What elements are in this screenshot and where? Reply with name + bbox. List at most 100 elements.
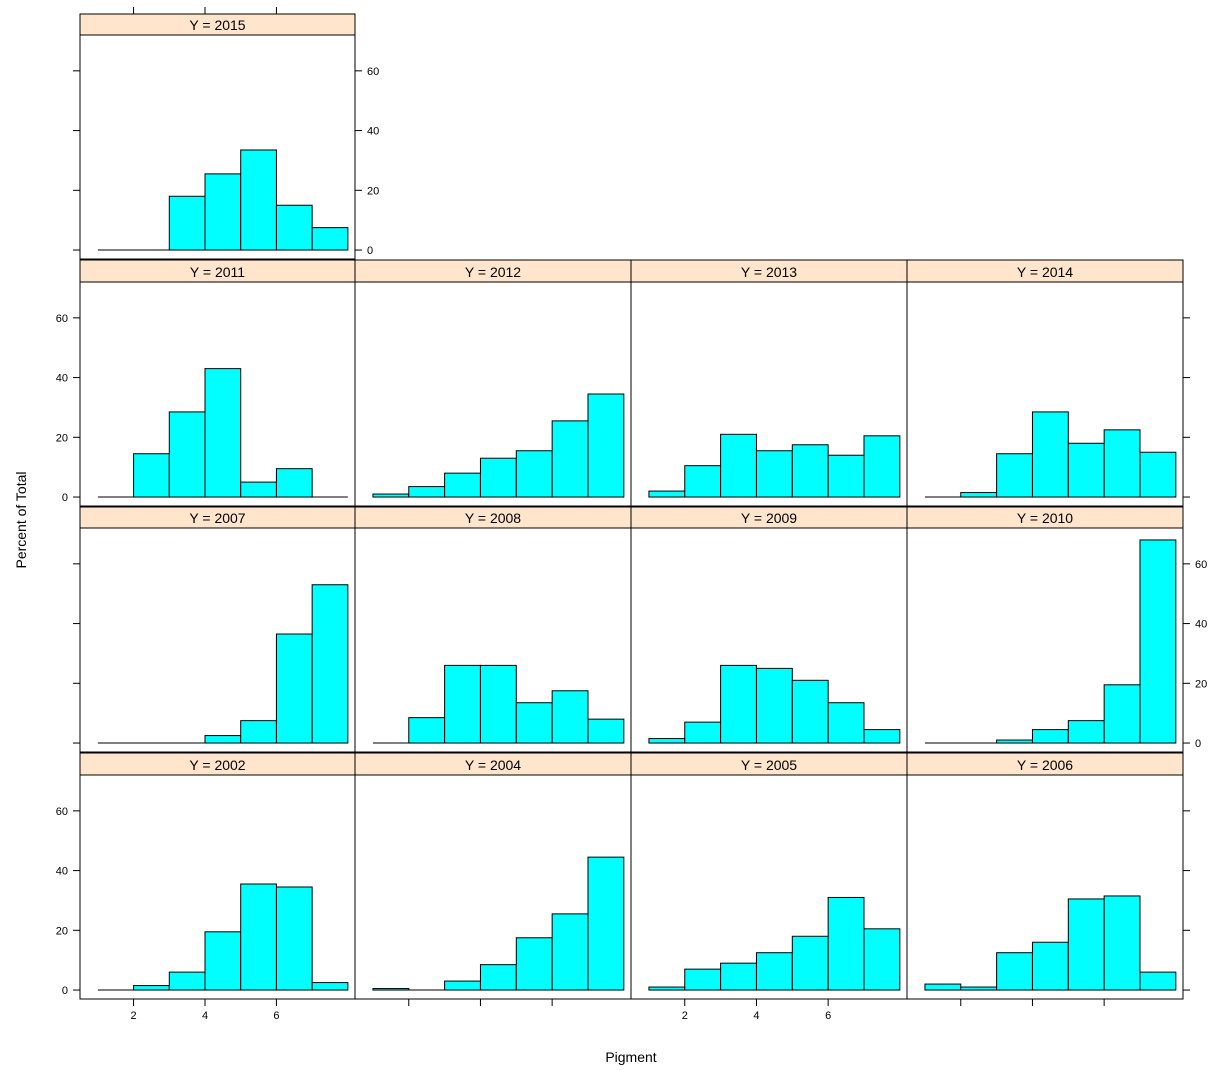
histogram-bar [1139, 451, 1177, 498]
x-tick-label: 6 [273, 1010, 279, 1022]
histogram-bar [515, 702, 553, 744]
histogram-bar [133, 453, 170, 498]
y-tick-label: 60 [56, 806, 68, 818]
histogram-bar [827, 702, 865, 744]
x-tick-label: 4 [753, 1010, 759, 1022]
y-tick-label: 20 [1195, 678, 1207, 690]
histogram-bar [275, 886, 313, 991]
histogram-bar [1103, 684, 1141, 744]
histogram-bar [551, 913, 589, 991]
panel-frame [906, 527, 1184, 753]
panel: Y = 2004 [354, 752, 632, 1006]
panel: Y = 2002 0 20 40 60 2 4 6 [56, 752, 356, 1022]
histogram-bar [648, 986, 686, 991]
panel: Y = 2012 [354, 259, 632, 507]
x-tick-label: 4 [202, 1010, 208, 1022]
histogram-bar [587, 393, 625, 498]
histogram-bar [408, 486, 446, 498]
panel-strip-label: Y = 2012 [465, 264, 521, 280]
y-tick-label: 20 [56, 432, 68, 444]
panel-strip-label: Y = 2013 [741, 264, 797, 280]
panel-strip-label: Y = 2006 [1017, 757, 1073, 773]
histogram-bar [551, 420, 589, 498]
histogram-bar [684, 465, 722, 498]
panel-strip-label: Y = 2011 [190, 264, 245, 280]
y-tick-label: 60 [56, 313, 68, 325]
histogram-bar [515, 450, 553, 498]
y-tick-label: 60 [1195, 559, 1207, 571]
histogram-bar [1067, 720, 1105, 744]
histogram-bar [720, 962, 757, 991]
panel: Y = 2010 0 20 40 60 [906, 506, 1207, 753]
y-tick-label: 0 [367, 245, 373, 257]
histogram-bar [133, 985, 170, 991]
histogram-bar [1031, 941, 1069, 991]
histogram-bar [204, 173, 242, 251]
y-tick-label: 0 [1195, 738, 1201, 750]
y-tick-label: 40 [367, 126, 379, 138]
histogram-bar [863, 729, 901, 744]
histogram-bar [863, 928, 901, 991]
histogram-bar [372, 493, 410, 498]
histogram-bar [1139, 539, 1177, 744]
histogram-bar [648, 738, 686, 744]
histogram-bar [587, 856, 625, 991]
y-tick-label: 60 [367, 66, 379, 78]
histogram-bar [240, 481, 277, 498]
histogram-bar [240, 149, 277, 251]
histogram-bar [1139, 971, 1177, 991]
panel-strip-label: Y = 2004 [465, 757, 521, 773]
panel-frame [906, 281, 1184, 507]
histogram-bar [1031, 411, 1069, 498]
histogram-bar [924, 983, 962, 991]
y-tick-label: 40 [1195, 619, 1207, 631]
panel: Y = 2005 2 4 6 [630, 752, 908, 1022]
histogram-bar [275, 633, 313, 744]
histogram-bar [1031, 729, 1069, 744]
histogram-bar [372, 988, 410, 991]
panel-frame [79, 34, 356, 260]
panel: Y = 2013 [630, 259, 908, 507]
histogram-bar [827, 896, 865, 991]
histogram-bar [996, 453, 1033, 498]
histogram-bar [204, 368, 242, 498]
histogram-bar [240, 720, 277, 744]
x-tick-label: 2 [682, 1010, 688, 1022]
histogram-bar [168, 971, 206, 991]
histogram-bar [479, 964, 517, 991]
panel: Y = 2011 0 20 40 60 [56, 259, 356, 507]
histogram-bar [444, 664, 481, 744]
histogram-bar [551, 690, 589, 744]
panel-strip-label: Y = 2007 [189, 510, 245, 526]
histogram-bar [204, 931, 242, 991]
panel-strip-label: Y = 2010 [1017, 510, 1073, 526]
histogram-bar [168, 195, 206, 251]
histogram-bar [1103, 895, 1141, 991]
histogram-bar [996, 952, 1033, 991]
histogram-bar [444, 980, 481, 991]
histogram-bar [1067, 442, 1105, 498]
panel: Y = 2015 0 20 40 60 [73, 7, 379, 260]
histogram-bar [168, 411, 206, 498]
y-tick-label: 20 [367, 185, 379, 197]
histogram-bar [863, 435, 901, 498]
histogram-bar [791, 935, 829, 991]
histogram-bar [720, 433, 757, 498]
panel-strip-label: Y = 2014 [1017, 264, 1073, 280]
histogram-bar [755, 667, 793, 744]
y-axis-title: Percent of Total [13, 471, 29, 568]
histogram-bar [311, 584, 349, 744]
histogram-bar [1103, 429, 1141, 498]
histogram-bar [479, 457, 517, 498]
y-tick-label: 40 [56, 866, 68, 878]
histogram-bar [755, 952, 793, 991]
histogram-bar [275, 468, 313, 498]
panel-strip-label: Y = 2015 [189, 17, 245, 33]
histogram-bar [275, 204, 313, 251]
panel: Y = 2009 [630, 506, 908, 753]
histogram-bar [996, 739, 1033, 744]
x-tick-label: 2 [131, 1010, 137, 1022]
y-tick-label: 20 [56, 925, 68, 937]
